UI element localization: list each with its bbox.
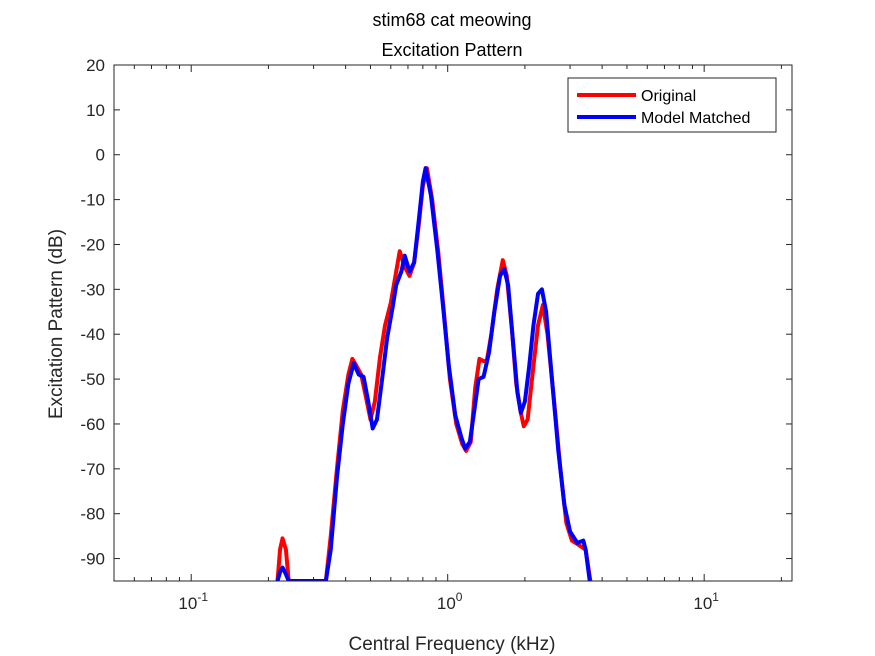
series-line-model-matched xyxy=(275,166,592,581)
y-tick-label: 10 xyxy=(86,101,105,120)
y-tick-label: -10 xyxy=(80,191,105,210)
y-axis-label: Excitation Pattern (dB) xyxy=(46,229,67,419)
y-tick-label: -30 xyxy=(80,280,105,299)
y-tick-label: -50 xyxy=(80,370,105,389)
y-tick-label: -60 xyxy=(80,415,105,434)
y-tick-label: 20 xyxy=(86,56,105,75)
legend: Original Model Matched xyxy=(567,77,777,133)
x-tick-label: 100 xyxy=(437,590,463,613)
legend-box xyxy=(567,77,777,133)
y-tick-label: -40 xyxy=(80,325,105,344)
x-axis: 10-1 100 101 xyxy=(113,65,782,613)
y-tick-label: 0 xyxy=(96,146,105,165)
y-axis: 20 10 0 -10 -20 -30 -40 -50 -60 -70 -80 -90 xyxy=(80,56,792,569)
y-tick-label: -20 xyxy=(80,235,105,254)
chart-subtitle: Excitation Pattern xyxy=(381,40,522,60)
x-axis-label: Central Frequency (kHz) xyxy=(349,634,556,655)
legend-label: Original xyxy=(641,88,696,105)
chart-title: stim68 cat meowing xyxy=(372,10,531,30)
y-tick-label: -70 xyxy=(80,460,105,479)
y-tick-label: -80 xyxy=(80,505,105,524)
plot-area xyxy=(275,166,593,581)
x-tick-label: 10-1 xyxy=(178,590,208,613)
plot-frame xyxy=(113,64,793,582)
y-tick-label: -90 xyxy=(80,550,105,569)
legend-label: Model Matched xyxy=(641,110,750,127)
x-tick-label: 101 xyxy=(693,590,719,613)
